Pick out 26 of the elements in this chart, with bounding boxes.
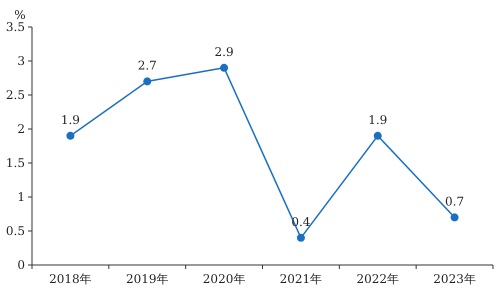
point — [143, 77, 152, 86]
y-axis-title: % — [14, 8, 26, 22]
y-tick-label: 1.5 — [6, 156, 25, 170]
point — [450, 213, 459, 222]
data-label: 1.9 — [368, 112, 388, 127]
y-tick-label: 2 — [17, 122, 25, 136]
point — [66, 132, 74, 140]
x-tick-label: 2021年 — [280, 272, 322, 286]
y-tick-label: 3.5 — [6, 20, 25, 34]
y-tick-label: 0 — [17, 258, 25, 272]
x-tick-label: 2018年 — [49, 272, 92, 286]
point — [220, 64, 228, 72]
data-label: 1.9 — [60, 112, 80, 127]
point — [374, 132, 382, 140]
x-tick-label: 2022年 — [356, 272, 400, 286]
data-label: 0.7 — [445, 194, 464, 208]
y-tick-label: 3 — [17, 54, 25, 68]
data-label: 2.7 — [138, 58, 157, 72]
y-tick-label: 2.5 — [6, 88, 25, 102]
x-tick-label: 2023年 — [433, 272, 476, 286]
x-tick-label: 2019年 — [126, 272, 169, 286]
x-tick-label: 2020年 — [202, 272, 246, 286]
point — [296, 234, 305, 242]
y-tick-label: 0.5 — [6, 224, 25, 238]
y-tick-label: 1 — [17, 190, 25, 204]
data-label: 2.9 — [214, 44, 234, 59]
